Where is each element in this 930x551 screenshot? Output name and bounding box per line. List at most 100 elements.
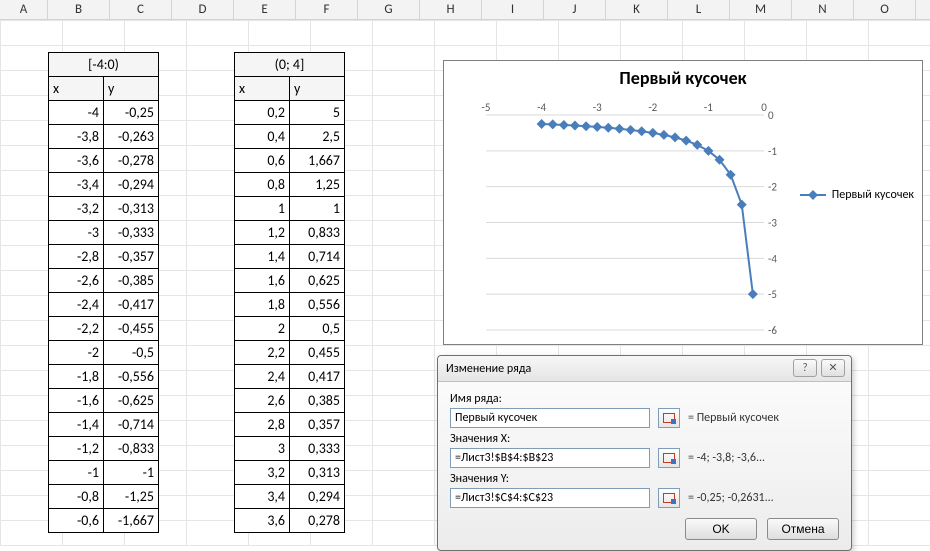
cell[interactable]: 0,294 bbox=[290, 485, 345, 509]
col-header[interactable]: C bbox=[110, 0, 172, 19]
table-row[interactable]: 1,20,833 bbox=[235, 221, 345, 245]
table-row[interactable]: -3,4-0,294 bbox=[49, 173, 159, 197]
table-row[interactable]: -1,8-0,556 bbox=[49, 365, 159, 389]
table-row[interactable]: -1,4-0,714 bbox=[49, 413, 159, 437]
chart[interactable]: Первый кусочек 0-1-2-3-4-5-6-5-4-3-2-10 … bbox=[443, 60, 923, 345]
cell[interactable]: -3 bbox=[49, 221, 104, 245]
table-row[interactable]: -2,4-0,417 bbox=[49, 293, 159, 317]
cell[interactable]: 0,313 bbox=[290, 461, 345, 485]
cell[interactable]: -3,2 bbox=[49, 197, 104, 221]
cell[interactable]: -4 bbox=[49, 101, 104, 125]
cell[interactable]: 0,8 bbox=[235, 173, 290, 197]
table-row[interactable]: 2,80,357 bbox=[235, 413, 345, 437]
col-header[interactable]: E bbox=[234, 0, 296, 19]
table-row[interactable]: -2,2-0,455 bbox=[49, 317, 159, 341]
range-picker-button[interactable] bbox=[658, 488, 680, 508]
col-header[interactable]: G bbox=[358, 0, 420, 19]
cell[interactable]: 2,6 bbox=[235, 389, 290, 413]
cell[interactable]: -0,357 bbox=[104, 245, 159, 269]
cell[interactable]: 0,6 bbox=[235, 149, 290, 173]
cell[interactable]: 2,5 bbox=[290, 125, 345, 149]
table-row[interactable]: 0,42,5 bbox=[235, 125, 345, 149]
cell[interactable]: -0,417 bbox=[104, 293, 159, 317]
table-row[interactable]: 3,20,313 bbox=[235, 461, 345, 485]
cell[interactable]: 0,625 bbox=[290, 269, 345, 293]
cell[interactable]: 0,357 bbox=[290, 413, 345, 437]
table-row[interactable]: 2,20,455 bbox=[235, 341, 345, 365]
cell[interactable]: 0,333 bbox=[290, 437, 345, 461]
cell[interactable]: 0,278 bbox=[290, 509, 345, 533]
cell[interactable]: -0,333 bbox=[104, 221, 159, 245]
table-row[interactable]: -3,2-0,313 bbox=[49, 197, 159, 221]
cell[interactable]: -1,8 bbox=[49, 365, 104, 389]
cell[interactable]: 1 bbox=[290, 197, 345, 221]
table-row[interactable]: 0,61,667 bbox=[235, 149, 345, 173]
table-row[interactable]: 30,333 bbox=[235, 437, 345, 461]
x-values-input[interactable] bbox=[450, 448, 650, 468]
cell[interactable]: 5 bbox=[290, 101, 345, 125]
cell[interactable]: 0,455 bbox=[290, 341, 345, 365]
table-row[interactable]: -2,8-0,357 bbox=[49, 245, 159, 269]
table-row[interactable]: -0,6-1,667 bbox=[49, 509, 159, 533]
cell[interactable]: 1,8 bbox=[235, 293, 290, 317]
table-row[interactable]: 1,80,556 bbox=[235, 293, 345, 317]
table-row[interactable]: -0,8-1,25 bbox=[49, 485, 159, 509]
cell[interactable]: 2,8 bbox=[235, 413, 290, 437]
cell[interactable]: 0,417 bbox=[290, 365, 345, 389]
cell[interactable]: 1,4 bbox=[235, 245, 290, 269]
cell[interactable]: 0,385 bbox=[290, 389, 345, 413]
y-values-input[interactable] bbox=[450, 488, 650, 508]
cell[interactable]: -1,4 bbox=[49, 413, 104, 437]
table-row[interactable]: 2,60,385 bbox=[235, 389, 345, 413]
col-header[interactable]: D bbox=[172, 0, 234, 19]
cell[interactable]: 3,4 bbox=[235, 485, 290, 509]
help-button[interactable]: ? bbox=[793, 359, 817, 377]
table-row[interactable]: -2,6-0,385 bbox=[49, 269, 159, 293]
cell[interactable]: -0,5 bbox=[104, 341, 159, 365]
cell[interactable]: -2,6 bbox=[49, 269, 104, 293]
cell[interactable]: 3,2 bbox=[235, 461, 290, 485]
dialog-titlebar[interactable]: Изменение ряда ? ✕ bbox=[438, 356, 851, 382]
table-row[interactable]: 3,40,294 bbox=[235, 485, 345, 509]
cell[interactable]: -1,6 bbox=[49, 389, 104, 413]
cell[interactable]: 2,2 bbox=[235, 341, 290, 365]
cell[interactable]: -1 bbox=[49, 461, 104, 485]
table-row[interactable]: -3-0,333 bbox=[49, 221, 159, 245]
cell[interactable]: -0,313 bbox=[104, 197, 159, 221]
cell[interactable]: 0,556 bbox=[290, 293, 345, 317]
col-header[interactable]: O bbox=[854, 0, 916, 19]
cell[interactable]: -2,8 bbox=[49, 245, 104, 269]
cell[interactable]: -0,25 bbox=[104, 101, 159, 125]
col-header[interactable]: I bbox=[482, 0, 544, 19]
cell[interactable]: 2,4 bbox=[235, 365, 290, 389]
col-header[interactable]: H bbox=[420, 0, 482, 19]
cell[interactable]: -3,4 bbox=[49, 173, 104, 197]
cell[interactable]: 0,2 bbox=[235, 101, 290, 125]
cell[interactable]: -0,8 bbox=[49, 485, 104, 509]
table-row[interactable]: 20,5 bbox=[235, 317, 345, 341]
table-row[interactable]: 1,40,714 bbox=[235, 245, 345, 269]
col-header[interactable]: A bbox=[0, 0, 48, 19]
table-row[interactable]: -2-0,5 bbox=[49, 341, 159, 365]
col-header[interactable]: K bbox=[606, 0, 668, 19]
cell[interactable]: 1,25 bbox=[290, 173, 345, 197]
table-row[interactable]: 3,60,278 bbox=[235, 509, 345, 533]
col-header[interactable]: M bbox=[730, 0, 792, 19]
close-button[interactable]: ✕ bbox=[821, 359, 845, 377]
range-picker-button[interactable] bbox=[658, 408, 680, 428]
cell[interactable]: -0,385 bbox=[104, 269, 159, 293]
cell[interactable]: 1,2 bbox=[235, 221, 290, 245]
col-header[interactable]: F bbox=[296, 0, 358, 19]
cell[interactable]: -0,455 bbox=[104, 317, 159, 341]
cell[interactable]: -2,2 bbox=[49, 317, 104, 341]
table-row[interactable]: -4-0,25 bbox=[49, 101, 159, 125]
table-row[interactable]: 1,60,625 bbox=[235, 269, 345, 293]
series-name-input[interactable] bbox=[450, 408, 650, 428]
cell[interactable]: 1,6 bbox=[235, 269, 290, 293]
cell[interactable]: 0,5 bbox=[290, 317, 345, 341]
cell[interactable]: 3,6 bbox=[235, 509, 290, 533]
cell[interactable]: -3,6 bbox=[49, 149, 104, 173]
range-picker-button[interactable] bbox=[658, 448, 680, 468]
col-header[interactable]: J bbox=[544, 0, 606, 19]
col-header[interactable]: B bbox=[48, 0, 110, 19]
